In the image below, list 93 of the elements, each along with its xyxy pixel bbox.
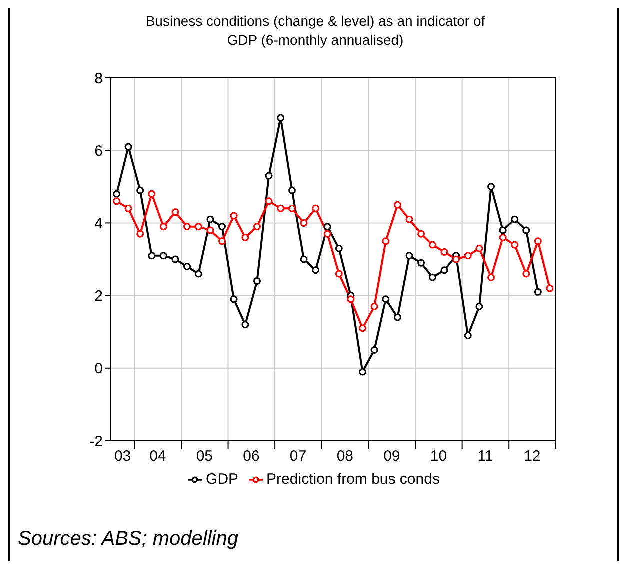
- point: [406, 216, 414, 224]
- point: [113, 190, 121, 198]
- point: [440, 248, 448, 256]
- point: [382, 238, 390, 246]
- point: [218, 223, 226, 231]
- point: [358, 368, 366, 376]
- point: [242, 234, 250, 242]
- point: [113, 198, 121, 206]
- x-tick-label: 12: [524, 448, 541, 465]
- point: [300, 219, 308, 227]
- point: [394, 314, 402, 322]
- point: [136, 230, 144, 238]
- y-tick-label: 4: [94, 216, 103, 233]
- point: [511, 216, 519, 224]
- point: [324, 223, 332, 231]
- point: [499, 226, 507, 234]
- point: [206, 226, 214, 234]
- point: [230, 212, 238, 220]
- point: [124, 143, 132, 151]
- point: [312, 204, 320, 212]
- point: [172, 208, 180, 216]
- x-tick-label: 11: [478, 448, 494, 465]
- point: [184, 223, 192, 231]
- y-tick-label: 0: [94, 360, 103, 378]
- point: [452, 256, 460, 264]
- point: [534, 288, 542, 296]
- x-tick-label: 07: [290, 448, 307, 465]
- y-tick-label: 6: [94, 142, 103, 160]
- x-tick-label: 08: [336, 448, 354, 465]
- point: [218, 238, 226, 246]
- point: [324, 230, 332, 238]
- y-tick-label: 2: [94, 288, 103, 306]
- point: [418, 230, 426, 238]
- x-tick-label: 03: [114, 448, 132, 465]
- legend-label: Prediction from bus conds: [266, 471, 440, 488]
- point: [265, 198, 273, 206]
- point: [546, 284, 554, 292]
- point: [312, 266, 320, 274]
- point: [300, 256, 308, 264]
- x-tick-label: 06: [243, 448, 260, 465]
- point: [265, 172, 273, 180]
- point: [370, 302, 378, 310]
- point: [148, 190, 156, 198]
- point: [288, 204, 296, 212]
- point: [194, 223, 202, 231]
- point: [358, 324, 366, 332]
- point: [194, 270, 202, 278]
- point: [499, 234, 507, 242]
- point: [488, 274, 496, 282]
- point: [253, 278, 261, 286]
- y-tick-label: -2: [90, 433, 103, 450]
- point: [136, 186, 144, 194]
- point: [184, 263, 192, 271]
- point: [124, 204, 132, 212]
- point: [522, 270, 530, 278]
- point: [382, 296, 390, 304]
- point: [277, 204, 285, 212]
- point: [428, 241, 436, 249]
- point: [160, 252, 168, 260]
- point: [428, 274, 436, 282]
- point: [172, 256, 180, 264]
- point: [464, 332, 472, 340]
- point: [347, 296, 355, 304]
- point: [206, 216, 214, 224]
- point: [335, 244, 343, 252]
- point: [288, 186, 296, 194]
- chart-title: Business conditions (change & level) as an indicator of GDP (6-monthly annualised): [144, 12, 486, 50]
- point: [148, 252, 156, 260]
- point: [406, 252, 414, 260]
- point: [464, 252, 472, 260]
- point: [522, 226, 530, 234]
- point: [242, 321, 250, 329]
- point: [418, 259, 426, 267]
- point: [534, 238, 542, 246]
- x-tick-label: 09: [384, 448, 400, 465]
- point: [476, 244, 484, 252]
- point: [370, 346, 378, 354]
- x-tick-label: 10: [430, 448, 448, 465]
- point: [440, 266, 448, 274]
- point: [253, 223, 261, 231]
- x-tick-label: 04: [150, 448, 166, 465]
- point: [394, 201, 402, 209]
- y-tick-label: 8: [94, 70, 103, 88]
- legend-label: GDP: [206, 471, 239, 488]
- point: [160, 223, 168, 231]
- x-tick-label: 05: [196, 448, 214, 465]
- point: [488, 183, 496, 191]
- point: [476, 302, 484, 310]
- source-note: Sources: ABS; modelling: [18, 528, 238, 551]
- point: [335, 270, 343, 278]
- point: [511, 241, 519, 249]
- point: [277, 114, 285, 122]
- point: [230, 296, 238, 304]
